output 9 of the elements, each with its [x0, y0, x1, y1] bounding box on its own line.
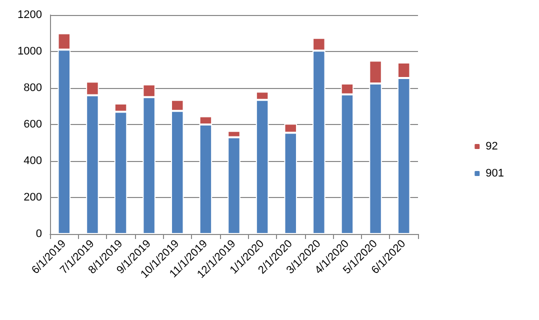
y-tick-label: 1000 — [18, 46, 42, 58]
legend-label: 901 — [486, 168, 504, 180]
y-tick-label: 800 — [24, 82, 42, 94]
y-tick-label: 200 — [24, 192, 42, 204]
y-tick-label: 600 — [24, 118, 42, 130]
legend-label: 92 — [486, 140, 498, 152]
y-tick-label: 1200 — [18, 9, 42, 21]
y-tick-label: 0 — [36, 228, 42, 240]
y-tick-label: 400 — [24, 155, 42, 167]
